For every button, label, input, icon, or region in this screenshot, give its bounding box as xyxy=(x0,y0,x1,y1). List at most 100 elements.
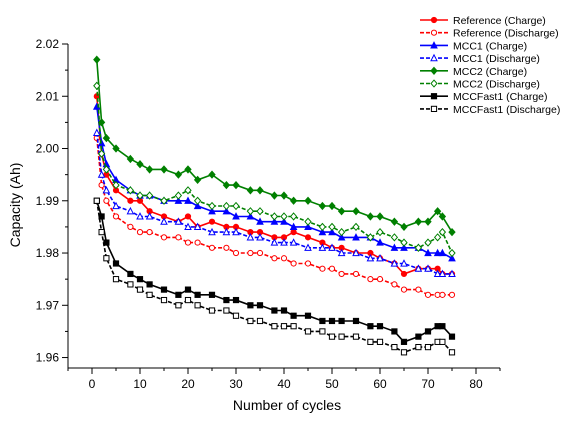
data-point xyxy=(280,307,288,314)
data-point xyxy=(223,296,230,304)
y-tick-label: 2.00 xyxy=(36,142,60,156)
data-point xyxy=(174,170,183,179)
data-point xyxy=(439,323,446,330)
data-point xyxy=(280,217,288,225)
data-point xyxy=(337,207,346,216)
data-point xyxy=(193,196,202,205)
data-point xyxy=(328,227,336,236)
legend-item-0: Reference (Charge) xyxy=(420,15,546,27)
data-point xyxy=(246,212,255,220)
data-point xyxy=(280,238,288,246)
data-point xyxy=(98,229,105,236)
data-point xyxy=(174,191,183,200)
data-point xyxy=(376,276,384,283)
data-point xyxy=(304,222,312,231)
data-point xyxy=(289,238,298,246)
data-point xyxy=(337,227,346,237)
data-point xyxy=(400,222,408,232)
data-point xyxy=(448,349,456,356)
y-tick-label: 1.99 xyxy=(36,194,60,208)
data-point xyxy=(400,270,408,278)
data-point xyxy=(145,165,154,174)
data-point xyxy=(338,317,345,325)
data-point xyxy=(400,338,408,345)
data-point xyxy=(438,248,447,257)
data-point xyxy=(208,170,216,179)
data-point xyxy=(208,227,216,236)
data-point xyxy=(232,249,240,257)
legend-label: MCCFast1 (Discharge) xyxy=(453,104,560,116)
data-point xyxy=(247,302,254,309)
data-point xyxy=(352,207,360,216)
data-point xyxy=(194,302,201,309)
y-tick-label: 1.98 xyxy=(36,246,60,260)
data-point xyxy=(97,149,106,158)
data-point xyxy=(318,222,327,232)
data-point xyxy=(232,227,240,236)
data-point xyxy=(103,197,110,204)
data-point xyxy=(222,180,231,190)
data-point xyxy=(376,253,384,262)
data-point xyxy=(247,317,254,325)
data-point xyxy=(160,196,168,205)
data-point xyxy=(160,286,168,293)
data-point xyxy=(376,212,384,221)
data-point xyxy=(366,233,375,242)
data-point xyxy=(146,291,153,298)
data-point xyxy=(304,328,312,335)
series-line xyxy=(96,200,453,354)
data-point xyxy=(433,248,442,257)
data-point xyxy=(136,160,144,169)
data-point xyxy=(400,259,408,267)
data-point xyxy=(328,333,336,340)
legend-item-2: MCC1 (Charge) xyxy=(420,40,527,52)
data-point xyxy=(390,259,399,267)
legend-item-4: MCC2 (Charge) xyxy=(420,66,527,78)
data-point xyxy=(246,207,255,216)
data-point xyxy=(338,270,345,278)
data-point xyxy=(391,343,398,351)
data-point xyxy=(400,286,408,293)
data-point xyxy=(136,191,144,200)
data-point xyxy=(328,201,336,211)
data-point xyxy=(390,243,399,251)
data-point xyxy=(184,286,192,293)
data-point xyxy=(438,227,447,237)
data-point xyxy=(328,265,336,272)
data-point xyxy=(184,165,192,174)
series-0 xyxy=(93,93,456,278)
data-point xyxy=(391,328,398,335)
data-point xyxy=(112,180,120,190)
data-point xyxy=(338,333,345,340)
legend-swatch-marker xyxy=(430,105,438,113)
y-tick-label: 1.97 xyxy=(36,298,60,312)
y-axis-title: Capacity (Ah) xyxy=(7,163,23,248)
data-point xyxy=(448,253,456,262)
data-point xyxy=(270,238,279,246)
data-point xyxy=(424,343,432,351)
data-point xyxy=(208,244,216,251)
data-point xyxy=(194,291,201,298)
y-tick-label: 1.96 xyxy=(36,351,60,365)
data-point xyxy=(256,233,264,241)
data-point xyxy=(175,302,182,309)
data-point xyxy=(256,217,264,225)
legend-item-3: MCC1 (Discharge) xyxy=(420,53,540,65)
data-point xyxy=(208,218,216,225)
data-point xyxy=(232,312,240,319)
data-point xyxy=(97,170,106,178)
data-point xyxy=(246,233,255,241)
data-point xyxy=(193,201,202,210)
data-point xyxy=(208,201,216,211)
legend-item-1: Reference (Discharge) xyxy=(420,28,559,40)
legend-swatch-marker xyxy=(430,41,438,49)
data-point xyxy=(145,212,154,220)
data-point xyxy=(319,265,326,272)
data-point xyxy=(127,281,134,288)
data-point xyxy=(93,197,100,204)
data-point xyxy=(304,217,312,226)
data-point xyxy=(208,291,216,298)
data-point xyxy=(328,222,336,232)
legend-swatch-marker xyxy=(430,66,438,75)
